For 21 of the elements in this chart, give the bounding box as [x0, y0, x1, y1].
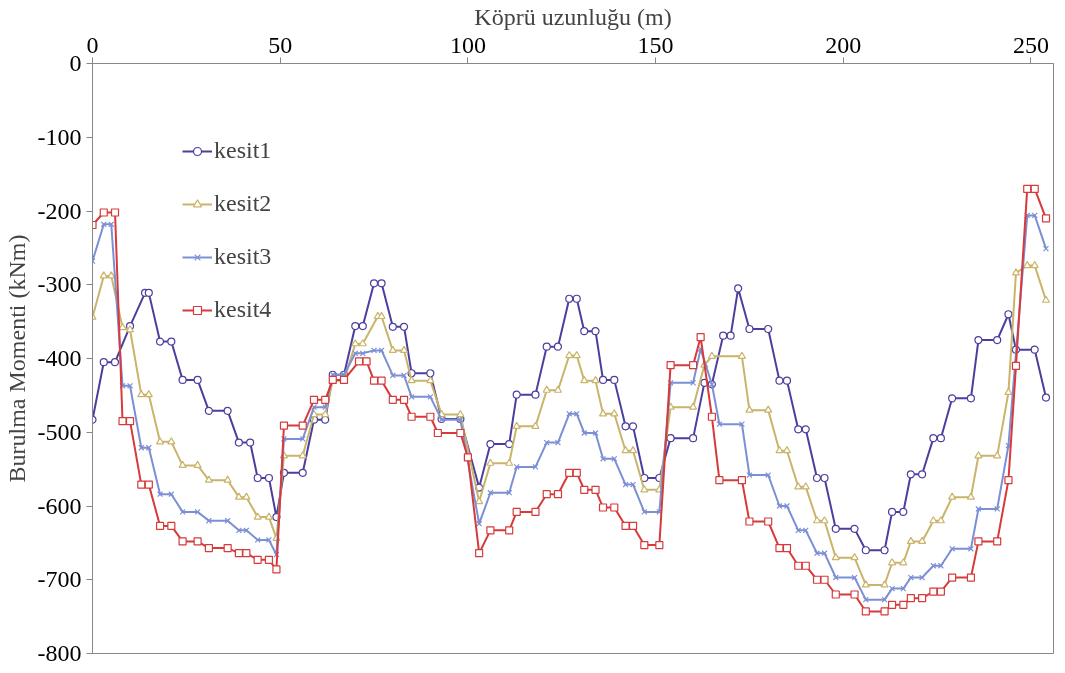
y-tick-label: -200 [37, 197, 82, 224]
x-tick-label: 150 [637, 31, 674, 58]
y-tick-label: -800 [37, 640, 82, 666]
y-tick-label: -400 [37, 345, 82, 371]
y-tick-label: -600 [37, 492, 82, 519]
x-tick-label: 50 [268, 31, 293, 58]
x-axis-title: Köprü uzunluğu (m) [474, 3, 672, 30]
y-tick-label: -300 [37, 271, 82, 298]
y-tick-label: -100 [37, 123, 82, 150]
legend-label: kesit1 [214, 137, 272, 164]
x-tick-label: 100 [449, 31, 486, 58]
x-tick-label: 200 [825, 31, 862, 58]
legend-label: kesit4 [214, 296, 272, 323]
x-tick-label: 0 [86, 31, 99, 58]
y-tick-label: -700 [37, 566, 82, 593]
legend-label: kesit3 [214, 243, 272, 270]
x-tick-label: 250 [1012, 31, 1049, 58]
y-tick-label: -500 [37, 418, 82, 445]
y-tick-label: 0 [69, 50, 82, 76]
y-axis-title: Burulma Momenti (kNm) [3, 234, 30, 483]
legend-label: kesit2 [214, 190, 272, 217]
